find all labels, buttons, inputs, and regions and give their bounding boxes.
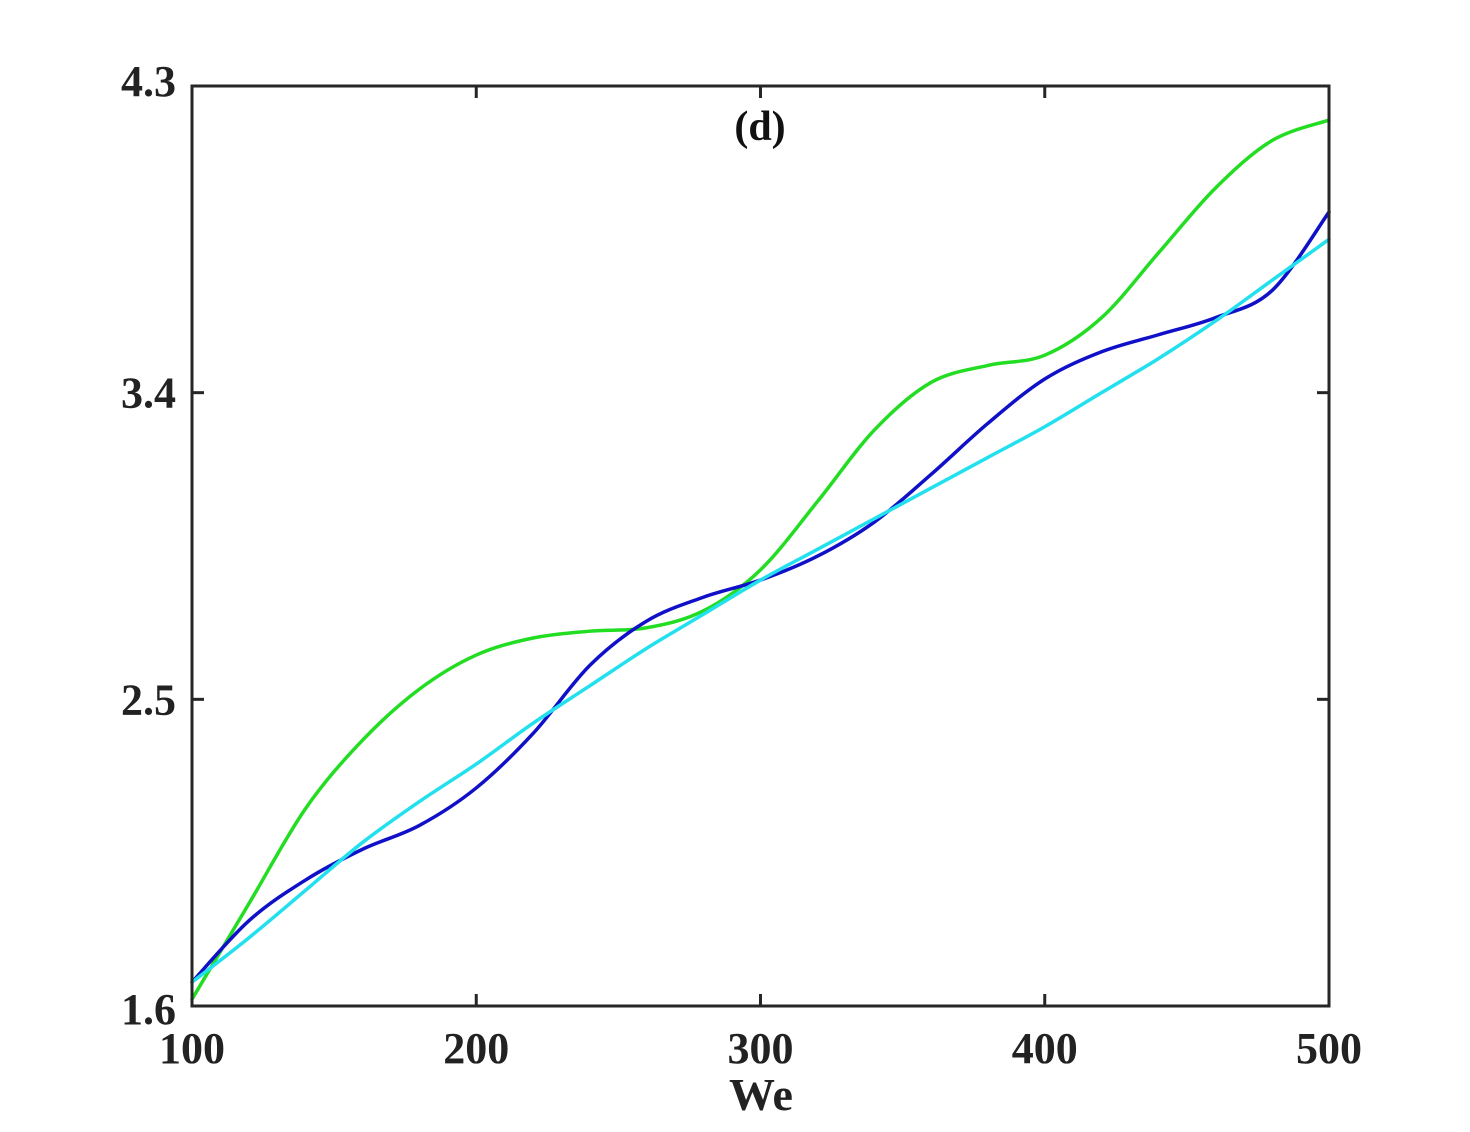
x-tick-label: 400 (1012, 1024, 1078, 1073)
y-tick-labels: 1.6 2.5 3.4 4.3 (121, 57, 176, 1034)
y-tick-label: 3.4 (121, 369, 176, 418)
x-axis-label: We (729, 1069, 793, 1120)
x-tick-label: 300 (728, 1024, 794, 1073)
y-tick-label: 4.3 (121, 57, 176, 106)
x-tick-label: 500 (1296, 1024, 1362, 1073)
plot-frame (190, 84, 1331, 1008)
panel-label: (d) (734, 104, 785, 150)
series-line-3 (190, 237, 1331, 984)
x-tick-labels: 100 200 300 400 500 (159, 1024, 1362, 1073)
x-tick-label: 200 (443, 1024, 509, 1073)
y-tick-label: 2.5 (121, 675, 176, 724)
series-line-1 (190, 118, 1331, 1001)
series-layer (190, 118, 1331, 1001)
x-tick-label: 100 (159, 1024, 225, 1073)
y-tick-label: 1.6 (121, 985, 176, 1034)
